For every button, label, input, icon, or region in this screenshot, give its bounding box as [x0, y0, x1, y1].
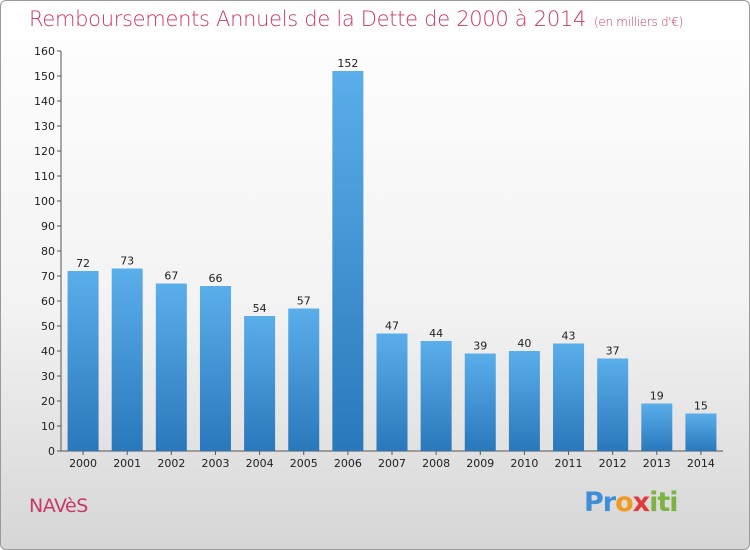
x-tick-label: 2010 — [510, 457, 538, 470]
y-tick-label: 160 — [34, 45, 55, 58]
bar-2007 — [376, 333, 408, 451]
data-label-2008: 44 — [429, 327, 443, 340]
x-tick-label: 2001 — [113, 457, 141, 470]
bar-2012 — [597, 358, 629, 451]
data-label-2005: 57 — [297, 295, 311, 308]
logo-part-2: o — [615, 487, 634, 518]
data-label-2001: 73 — [120, 255, 134, 268]
x-tick-label: 2000 — [69, 457, 97, 470]
y-tick-label: 90 — [41, 220, 55, 233]
data-label-2014: 15 — [694, 400, 708, 413]
logo-part-3: x — [632, 487, 650, 518]
data-label-2006: 152 — [337, 57, 358, 70]
title-unit: (en milliers d'€) — [594, 15, 684, 29]
data-label-2010: 40 — [517, 337, 531, 350]
data-label-2009: 39 — [473, 340, 487, 353]
data-label-2011: 43 — [562, 330, 576, 343]
title-text: Remboursements Annuels de la Dette de 20… — [29, 7, 586, 31]
y-tick-label: 0 — [48, 445, 55, 458]
data-label-2007: 47 — [385, 320, 399, 333]
bar-2001 — [111, 268, 143, 451]
x-tick-label: 2012 — [599, 457, 627, 470]
bar-2000 — [67, 271, 99, 451]
data-label-2004: 54 — [253, 302, 267, 315]
x-tick-label: 2003 — [201, 457, 229, 470]
bar-2003 — [199, 286, 231, 451]
y-tick-label: 130 — [34, 120, 55, 133]
x-tick-label: 2007 — [378, 457, 406, 470]
x-tick-label: 2005 — [290, 457, 318, 470]
bar-2008 — [420, 341, 452, 451]
data-label-2002: 67 — [164, 270, 178, 283]
axes: 0 10 20 30 40 50 60 70 80 90 100 110 120 130 140 150 160… — [34, 45, 723, 470]
y-tick-label: 100 — [34, 195, 55, 208]
x-tick-label: 2008 — [422, 457, 450, 470]
x-tick-label: 2009 — [466, 457, 494, 470]
bar-2006 — [332, 71, 364, 451]
bar-2004 — [244, 316, 276, 451]
bar-2005 — [288, 308, 320, 451]
data-label-2003: 66 — [208, 272, 222, 285]
x-tick-label: 2004 — [246, 457, 274, 470]
bars — [67, 71, 717, 451]
y-tick-label: 80 — [41, 245, 55, 258]
x-tick-label: 2013 — [643, 457, 671, 470]
y-tick-label: 110 — [34, 170, 55, 183]
bar-2002 — [155, 283, 187, 451]
y-tick-label: 10 — [41, 420, 55, 433]
proxiti-logo: Proxiti — [584, 487, 679, 518]
y-tick-label: 50 — [41, 320, 55, 333]
y-tick-label: 150 — [34, 70, 55, 83]
x-tick-label: 2014 — [687, 457, 715, 470]
x-tick-label: 2006 — [334, 457, 362, 470]
y-tick-label: 120 — [34, 145, 55, 158]
y-tick-label: 60 — [41, 295, 55, 308]
bar-2011 — [553, 343, 585, 451]
chart-title: Remboursements Annuels de la Dette de 20… — [29, 7, 683, 31]
bar-2013 — [641, 403, 673, 451]
x-tick-label: 2002 — [157, 457, 185, 470]
data-label-2000: 72 — [76, 257, 90, 270]
data-label-2012: 37 — [606, 345, 620, 358]
logo-part-4: iti — [649, 487, 678, 518]
y-tick-label: 20 — [41, 395, 55, 408]
y-tick-label: 140 — [34, 95, 55, 108]
data-label-2013: 19 — [650, 390, 664, 403]
y-tick-label: 30 — [41, 370, 55, 383]
bar-2009 — [464, 353, 496, 451]
y-tick-label: 70 — [41, 270, 55, 283]
bar-2010 — [508, 351, 540, 451]
logo-part-1: Pr — [584, 487, 616, 518]
y-tick-label: 40 — [41, 345, 55, 358]
place-name: NAVèS — [29, 495, 88, 517]
x-tick-label: 2011 — [555, 457, 583, 470]
bar-2014 — [685, 413, 717, 451]
data-labels: 72 73 67 66 54 57 152 47 44 39 40 43 37 19 15 — [76, 57, 708, 413]
